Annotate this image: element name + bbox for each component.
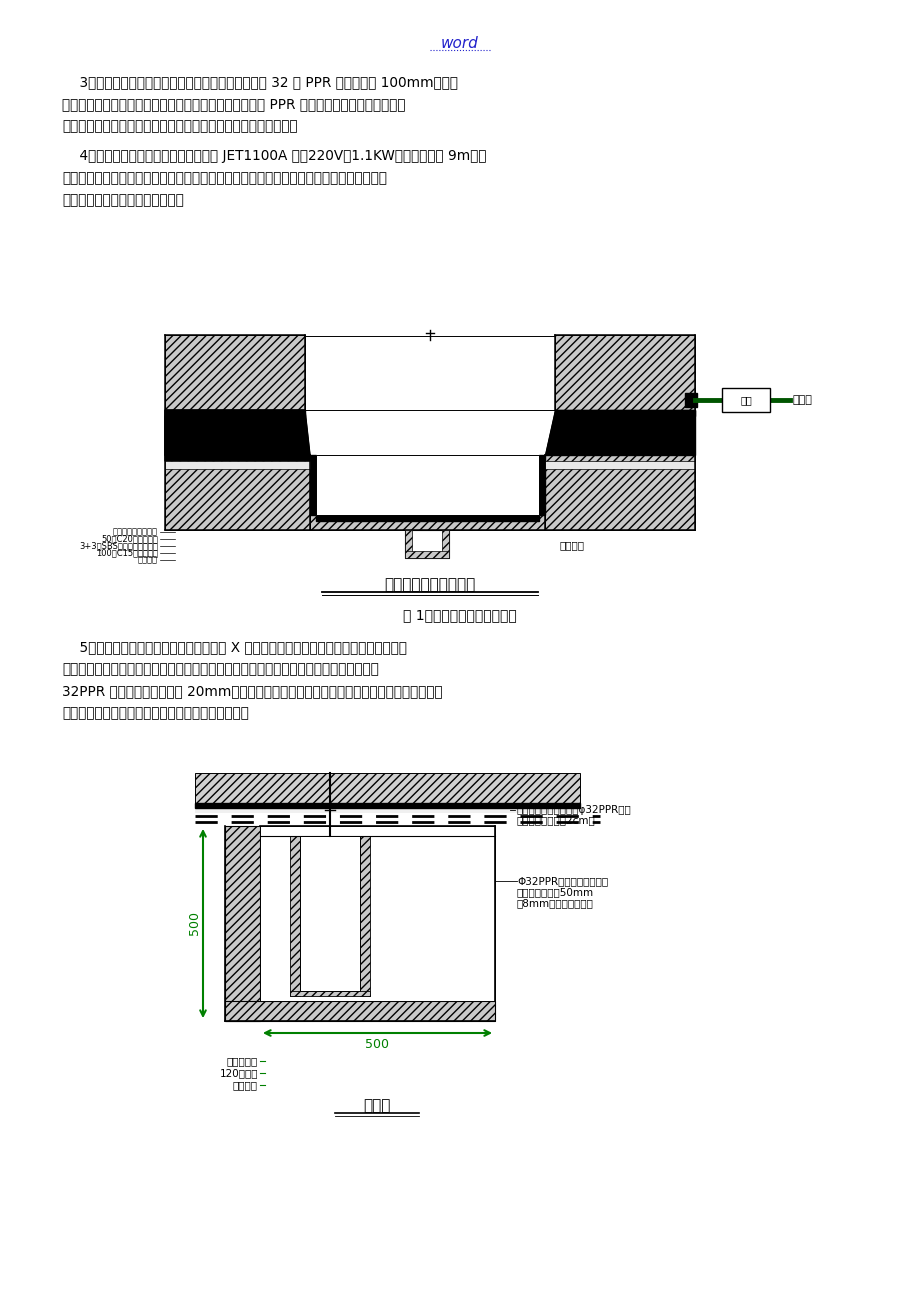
Polygon shape: [404, 530, 412, 553]
Text: 素土夯实: 素土夯实: [138, 556, 158, 565]
Polygon shape: [544, 461, 694, 469]
Polygon shape: [165, 417, 310, 461]
Text: 钻8mm孔，外包钢丝网: 钻8mm孔，外包钢丝网: [516, 898, 594, 907]
Text: 防水钢筋混凝土底板: 防水钢筋混凝土底板: [113, 527, 158, 536]
Text: word: word: [440, 36, 479, 52]
Text: 120厚砖墙: 120厚砖墙: [220, 1068, 257, 1078]
Polygon shape: [195, 773, 579, 803]
Polygon shape: [165, 335, 305, 410]
Polygon shape: [544, 454, 694, 530]
Polygon shape: [544, 410, 694, 454]
Text: 3+3层SBS改性沥青防水卷材: 3+3层SBS改性沥青防水卷材: [79, 542, 158, 551]
Text: 100厚C15混凝土垫层: 100厚C15混凝土垫层: [96, 548, 158, 557]
Polygon shape: [441, 530, 448, 553]
Polygon shape: [289, 836, 300, 996]
Polygon shape: [195, 803, 579, 809]
Polygon shape: [404, 530, 448, 559]
Text: 素土夯实: 素土夯实: [233, 1079, 257, 1090]
Text: Φ32PPR管两根，一根备用: Φ32PPR管两根，一根备用: [516, 876, 607, 885]
Polygon shape: [554, 335, 694, 410]
Polygon shape: [404, 551, 448, 559]
Polygon shape: [315, 516, 539, 521]
Text: 防水层下渗出，可通过此口留入排水坑，见详图一。: 防水层下渗出，可通过此口留入排水坑，见详图一。: [62, 706, 249, 720]
Polygon shape: [165, 410, 305, 417]
Text: 二层密目网: 二层密目网: [226, 1056, 257, 1066]
Text: 出水口: 出水口: [792, 395, 812, 405]
Text: 射式电泵采用钢筋架子将其垫高，以免被损坏。这样整套自动排水系统就设置在基底垫层以: 射式电泵采用钢筋架子将其垫高，以免被损坏。这样整套自动排水系统就设置在基底垫层以: [62, 171, 387, 185]
Text: 集水坑自动排水示意图: 集水坑自动排水示意图: [384, 578, 475, 592]
Text: 先埋设在垫层下方的土层中，一直伸至根底导墙外侧作为出水口。: 先埋设在垫层下方的土层中，一直伸至根底导墙外侧作为出水口。: [62, 118, 298, 133]
Polygon shape: [225, 1001, 494, 1021]
Polygon shape: [195, 809, 579, 812]
Polygon shape: [685, 393, 697, 408]
Polygon shape: [300, 836, 359, 991]
Text: 下，对后序工序都不会产生影响。: 下，对后序工序都不会产生影响。: [62, 193, 184, 207]
Polygon shape: [544, 410, 694, 454]
Polygon shape: [310, 516, 544, 530]
Polygon shape: [539, 454, 544, 516]
Text: 5、考虑到在施工防水层时，集水坑斜坡 X 围内可能有渗水，影响到斜坡防水层质量（除: 5、考虑到在施工防水层时，集水坑斜坡 X 围内可能有渗水，影响到斜坡防水层质量（…: [62, 641, 406, 654]
Text: 50厚C20细石混凝土: 50厚C20细石混凝土: [101, 535, 158, 543]
Polygon shape: [289, 991, 369, 996]
Text: 管端部四周间隔50mm: 管端部四周间隔50mm: [516, 887, 594, 897]
Polygon shape: [260, 825, 494, 1001]
Text: 4、出水口连接一喷射式电泵，型号为 JET1100A 型，220V，1.1KW，最高吸程为 9m。喷: 4、出水口连接一喷射式电泵，型号为 JET1100A 型，220V，1.1KW，…: [62, 148, 486, 163]
Polygon shape: [165, 461, 310, 469]
Text: 水泵: 水泵: [739, 395, 751, 405]
Polygon shape: [554, 410, 694, 417]
Polygon shape: [225, 825, 260, 1021]
Polygon shape: [315, 454, 539, 516]
Text: 3、根据水量大小情况在排水坑内埋设一至二根直径 32 的 PPR 管，离坑底 100mm，端头: 3、根据水量大小情况在排水坑内埋设一至二根直径 32 的 PPR 管，离坑底 1…: [62, 76, 458, 89]
Text: 见详图一: 见详图一: [560, 540, 584, 549]
Text: 500: 500: [365, 1039, 389, 1052]
Polygon shape: [310, 454, 315, 516]
Bar: [721, 388, 769, 411]
Text: 小集水域中间预留一根φ32PPR管，: 小集水域中间预留一根φ32PPR管，: [516, 805, 631, 815]
Polygon shape: [165, 454, 310, 530]
Text: 图 1：集水坑自动排水示意图: 图 1：集水坑自动排水示意图: [403, 608, 516, 622]
Polygon shape: [359, 836, 369, 996]
Text: 垫层浇筑时此处低2cm。: 垫层浇筑时此处低2cm。: [516, 815, 596, 825]
Text: 对防水层加强外），在垫层施工前，在排水坑上部盖上一块木板，并在中间部位预留一根: 对防水层加强外），在垫层施工前，在排水坑上部盖上一块木板，并在中间部位预留一根: [62, 661, 379, 676]
Polygon shape: [165, 410, 310, 454]
Text: 500: 500: [188, 911, 201, 935]
Text: 详图一: 详图一: [363, 1099, 391, 1113]
Text: 打孔，外侧采用细目钢丝网包裹，以防泥浆堵塞。现场将 PPR 管按集水坑造型尺寸成型后预: 打孔，外侧采用细目钢丝网包裹，以防泥浆堵塞。现场将 PPR 管按集水坑造型尺寸成…: [62, 98, 405, 111]
Polygon shape: [165, 410, 310, 454]
Text: 32PPR 管，上口比垫层面低 20mm，坑底浇筑垫层时往此处找坡，斜坡防水层做完后如有水从: 32PPR 管，上口比垫层面低 20mm，坑底浇筑垫层时往此处找坡，斜坡防水层做…: [62, 684, 442, 698]
Polygon shape: [305, 336, 554, 410]
